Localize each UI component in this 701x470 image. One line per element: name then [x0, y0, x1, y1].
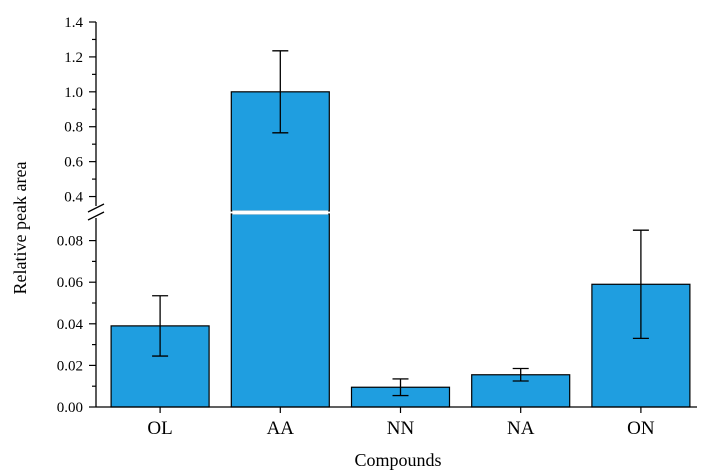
y-tick-label: 1.2 [64, 50, 83, 66]
y-tick-label: 0.04 [57, 317, 84, 333]
y-tick-label: 0.08 [57, 234, 83, 250]
bar-break-gap [232, 210, 329, 215]
y-tick-label: 0.8 [64, 120, 83, 136]
y-axis-title: Relative peak area [10, 162, 30, 295]
y-tick-label: 1.0 [64, 85, 83, 101]
y-tick-label: 0.02 [57, 358, 83, 374]
axis-break-mark [87, 203, 105, 213]
axis-break-mark [87, 211, 105, 221]
x-axis: OL AA NN NA ON [96, 406, 697, 439]
x-tick-label: NA [507, 418, 535, 439]
bar-aa-lower [230, 213, 330, 408]
y-tick-label: 0.4 [64, 190, 83, 206]
y-tick-label: 0.06 [57, 275, 84, 291]
y-tick-label: 1.4 [64, 15, 83, 31]
bars-layer [110, 91, 691, 408]
x-tick-label: OL [147, 418, 172, 439]
x-tick-label: NN [387, 418, 415, 439]
x-axis-title: Compounds [354, 450, 441, 470]
y-axis: 0.00 0.02 0.04 0.06 0.08 0.4 0.6 0.8 1.0 1.2 1.4 [57, 15, 105, 416]
y-tick-label: 0.6 [64, 155, 83, 171]
y-tick-label: 0.00 [57, 400, 83, 416]
x-tick-label: ON [627, 418, 655, 439]
error-bars-layer [152, 50, 649, 397]
x-tick-label: AA [267, 418, 295, 439]
